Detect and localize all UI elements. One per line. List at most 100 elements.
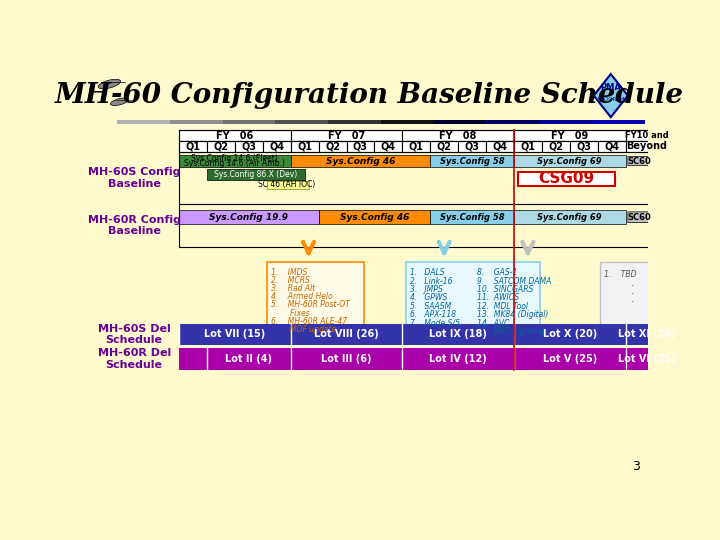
Text: 4.   GPWS: 4. GPWS: [410, 294, 447, 302]
Bar: [374, 141, 402, 152]
Text: 3.    Rad Alt: 3. Rad Alt: [271, 284, 315, 293]
Bar: [179, 152, 668, 204]
Text: 1.    TBD: 1. TBD: [604, 269, 636, 279]
Bar: [179, 141, 207, 152]
Bar: [291, 130, 402, 141]
Bar: [266, 262, 364, 331]
Text: Q1: Q1: [297, 141, 312, 151]
Text: Sys.Config 58: Sys.Config 58: [440, 213, 505, 222]
Text: Q1: Q1: [521, 141, 536, 151]
Bar: [235, 141, 263, 152]
Text: PMA: PMA: [600, 83, 621, 92]
Text: Sys.Config 69: Sys.Config 69: [537, 157, 602, 166]
Text: SC60: SC60: [627, 213, 651, 222]
Text: Q1: Q1: [409, 141, 424, 151]
Text: Sys.Config 14.6 (Fleet): Sys.Config 14.6 (Fleet): [192, 154, 279, 163]
Bar: [267, 181, 310, 189]
Text: Lot XI (26): Lot XI (26): [618, 329, 675, 339]
Bar: [381, 120, 434, 124]
Text: Q2: Q2: [325, 141, 340, 151]
Bar: [486, 141, 514, 152]
Bar: [179, 348, 668, 370]
Text: 13.  MK84 (Digital): 13. MK84 (Digital): [477, 310, 549, 320]
Bar: [179, 130, 291, 141]
Text: MDF update: MDF update: [271, 325, 336, 334]
Text: Sys.Config 14.6 (Air Amb.): Sys.Config 14.6 (Air Amb.): [184, 159, 285, 168]
Text: FY   08: FY 08: [439, 131, 477, 140]
Text: 3: 3: [632, 460, 640, 473]
Text: Sys.Config 86.X (Dev): Sys.Config 86.X (Dev): [215, 170, 297, 179]
Text: 4.    Armed Helo: 4. Armed Helo: [271, 292, 333, 301]
Bar: [117, 120, 171, 124]
Bar: [179, 155, 291, 167]
Bar: [518, 172, 616, 186]
Text: 1.    IMDS: 1. IMDS: [271, 268, 307, 277]
Text: FY   07: FY 07: [328, 131, 365, 140]
Ellipse shape: [110, 98, 128, 106]
Text: MH-60R Config
Baseline: MH-60R Config Baseline: [88, 214, 181, 236]
Text: Q3: Q3: [241, 141, 256, 151]
Text: SC60: SC60: [627, 157, 651, 166]
Text: Q4: Q4: [604, 141, 619, 151]
Text: Lot VIII (26): Lot VIII (26): [314, 329, 379, 339]
Bar: [591, 120, 645, 124]
Bar: [514, 155, 626, 167]
Bar: [486, 120, 539, 124]
Bar: [179, 204, 668, 247]
Text: FY   09: FY 09: [551, 131, 588, 140]
Bar: [433, 120, 487, 124]
Polygon shape: [594, 74, 628, 117]
Text: FY   06: FY 06: [216, 131, 253, 140]
Bar: [170, 120, 223, 124]
Text: Q4: Q4: [381, 141, 396, 151]
Text: PROGRAM: PROGRAM: [597, 97, 624, 102]
Bar: [598, 141, 626, 152]
Bar: [570, 141, 598, 152]
Text: Lot III (6): Lot III (6): [321, 354, 372, 364]
Bar: [514, 141, 542, 152]
Bar: [263, 141, 291, 152]
Text: Lot IX (18): Lot IX (18): [429, 329, 487, 339]
Text: Beyond: Beyond: [626, 141, 667, 151]
Bar: [600, 262, 665, 331]
Text: Lot X (20): Lot X (20): [543, 329, 597, 339]
Bar: [458, 141, 486, 152]
Text: 7.   Mode S/5: 7. Mode S/5: [410, 319, 460, 328]
Bar: [431, 141, 458, 152]
Text: Q3: Q3: [353, 141, 368, 151]
Text: Q2: Q2: [213, 141, 228, 151]
Text: Fixes: Fixes: [271, 308, 310, 318]
Bar: [346, 141, 374, 152]
Bar: [542, 141, 570, 152]
Text: FY10 and: FY10 and: [625, 131, 669, 140]
Text: Q4: Q4: [492, 141, 508, 151]
Text: MH-60R Del
Schedule: MH-60R Del Schedule: [97, 348, 171, 370]
Text: Q1: Q1: [186, 141, 201, 151]
Bar: [291, 141, 319, 152]
Bar: [179, 323, 668, 345]
Bar: [514, 130, 626, 141]
Text: 5.   SAASM: 5. SAASM: [410, 302, 451, 311]
Bar: [275, 120, 329, 124]
Bar: [207, 168, 305, 179]
Bar: [319, 211, 431, 224]
Bar: [514, 211, 626, 224]
Bar: [626, 141, 668, 152]
Bar: [179, 211, 319, 224]
Text: Sys.Config 19.9: Sys.Config 19.9: [210, 213, 289, 222]
Bar: [319, 141, 346, 152]
Text: 9.    SATCOM DAMA: 9. SATCOM DAMA: [477, 276, 552, 286]
Text: CSG09: CSG09: [539, 171, 595, 186]
Text: Q4: Q4: [269, 141, 284, 151]
Bar: [626, 130, 668, 141]
Text: Q3: Q3: [464, 141, 480, 151]
Text: 1.   DALS: 1. DALS: [410, 268, 445, 277]
Text: .: .: [630, 294, 634, 304]
Text: Sys.Config 69: Sys.Config 69: [537, 213, 602, 222]
Text: .: .: [630, 279, 634, 288]
Bar: [291, 155, 431, 167]
Text: .: .: [630, 286, 634, 296]
Bar: [539, 120, 593, 124]
Text: Lot II (4): Lot II (4): [225, 354, 272, 364]
Text: Sys.Config 46: Sys.Config 46: [325, 157, 395, 166]
